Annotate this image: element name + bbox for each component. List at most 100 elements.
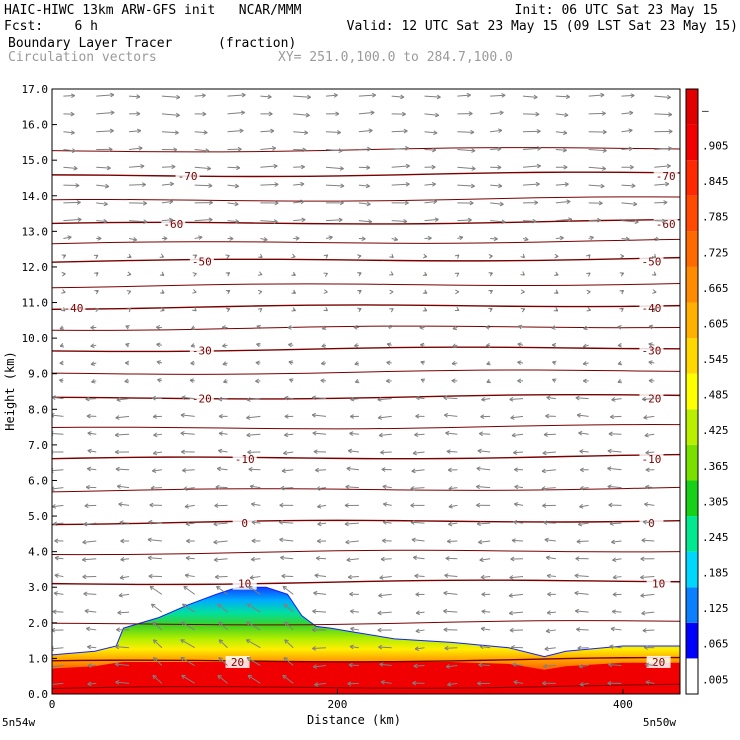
circulation-vector xyxy=(479,644,491,650)
circulation-vector xyxy=(586,307,591,312)
circulation-vector xyxy=(225,254,230,259)
contour-label: 0 xyxy=(241,517,248,530)
circulation-vector xyxy=(481,396,491,402)
colorbar-label: .605 xyxy=(702,317,729,330)
circulation-vector xyxy=(326,183,345,189)
colorbar-label: .485 xyxy=(702,389,729,402)
circulation-vector xyxy=(218,431,228,436)
circulation-vector xyxy=(588,200,603,206)
circulation-vector xyxy=(611,397,622,402)
circulation-vector xyxy=(478,662,491,668)
circulation-vector xyxy=(63,111,75,117)
circulation-vector xyxy=(588,183,605,189)
circulation-vector xyxy=(490,165,502,170)
circulation-vector xyxy=(414,573,425,579)
circulation-vector xyxy=(85,484,97,490)
temperature-contour xyxy=(52,325,680,331)
colorbar-label: .725 xyxy=(702,246,729,259)
circulation-vector xyxy=(215,484,228,490)
circulation-vector xyxy=(194,111,207,117)
circulation-vector xyxy=(119,520,130,525)
circulation-vector xyxy=(544,537,556,543)
circulation-vector xyxy=(117,610,130,616)
colorbar-segment xyxy=(686,124,698,161)
circulation-vector xyxy=(245,639,261,649)
circulation-vector xyxy=(608,431,622,437)
circulation-vector xyxy=(654,146,673,151)
contour-label: -10 xyxy=(642,453,662,466)
circulation-vector xyxy=(480,414,491,419)
circulation-vector xyxy=(87,681,97,687)
circulation-vector xyxy=(190,360,195,366)
circulation-vector xyxy=(448,503,458,509)
circulation-vector xyxy=(445,664,458,669)
circulation-vector xyxy=(555,182,569,187)
circulation-vector xyxy=(555,112,569,118)
circulation-vector xyxy=(546,610,556,616)
circulation-vector xyxy=(543,520,556,526)
circulation-vector xyxy=(645,450,655,455)
circulation-vector xyxy=(391,200,409,206)
circulation-vector xyxy=(555,164,568,170)
circulation-vector xyxy=(645,484,655,490)
circulation-vector xyxy=(94,307,99,313)
circulation-vector xyxy=(586,289,591,295)
circulation-vector xyxy=(621,128,633,134)
circulation-vector xyxy=(214,574,228,580)
circulation-vector xyxy=(53,521,64,527)
circulation-vector xyxy=(86,413,97,419)
contour-label-bg xyxy=(639,255,664,268)
circulation-vector xyxy=(87,448,97,454)
circulation-vector xyxy=(115,644,130,650)
circulation-vector xyxy=(577,521,589,527)
circulation-vector xyxy=(52,504,64,509)
x-tick-label: 0 xyxy=(49,698,56,711)
x-tick-label: 200 xyxy=(328,698,348,711)
circulation-vector xyxy=(280,555,294,561)
circulation-vector xyxy=(180,412,195,418)
circulation-vector xyxy=(424,130,438,136)
y-tick-label: 9.0 xyxy=(28,368,48,381)
circulation-vector xyxy=(260,182,279,187)
circulation-vector xyxy=(522,181,540,187)
circulation-vector xyxy=(247,449,261,455)
circulation-vector xyxy=(257,271,263,276)
circulation-vector xyxy=(323,254,329,259)
circulation-vector xyxy=(513,450,524,455)
circulation-vector xyxy=(454,254,460,259)
circulation-vector xyxy=(278,520,294,525)
circulation-vector xyxy=(382,502,392,507)
circulation-vector xyxy=(125,325,130,330)
contour-label-bg xyxy=(639,344,664,357)
circulation-vector xyxy=(180,657,195,666)
circulation-vector xyxy=(513,680,524,685)
circulation-vector xyxy=(378,644,392,650)
circulation-vector xyxy=(218,396,228,402)
colorbar-segment xyxy=(686,89,698,125)
circulation-vector xyxy=(358,92,377,98)
temperature-contour xyxy=(52,486,680,493)
colorbar-frame xyxy=(685,88,699,695)
circulation-vector xyxy=(578,430,589,436)
circulation-vector xyxy=(357,289,362,295)
contour-label-bg xyxy=(232,517,257,530)
circulation-vector xyxy=(511,538,524,543)
contour-label-bg xyxy=(232,453,257,466)
circulation-vector xyxy=(522,236,529,242)
circulation-vector xyxy=(156,325,162,330)
circulation-vector xyxy=(582,343,589,349)
circulation-vector xyxy=(161,236,168,241)
circulation-vector xyxy=(288,360,294,365)
circulation-vector xyxy=(120,557,130,562)
circulation-vector xyxy=(227,128,244,134)
circulation-vector xyxy=(313,590,327,596)
circulation-vector xyxy=(412,450,425,456)
circulation-vector xyxy=(609,521,622,526)
circulation-vector xyxy=(514,484,524,490)
circulation-vector xyxy=(652,289,657,294)
circulation-vector xyxy=(452,343,458,349)
circulation-vector xyxy=(96,165,111,171)
colorbar-label: .065 xyxy=(702,638,729,651)
tracer-core xyxy=(52,661,680,694)
circulation-vector xyxy=(249,484,261,490)
